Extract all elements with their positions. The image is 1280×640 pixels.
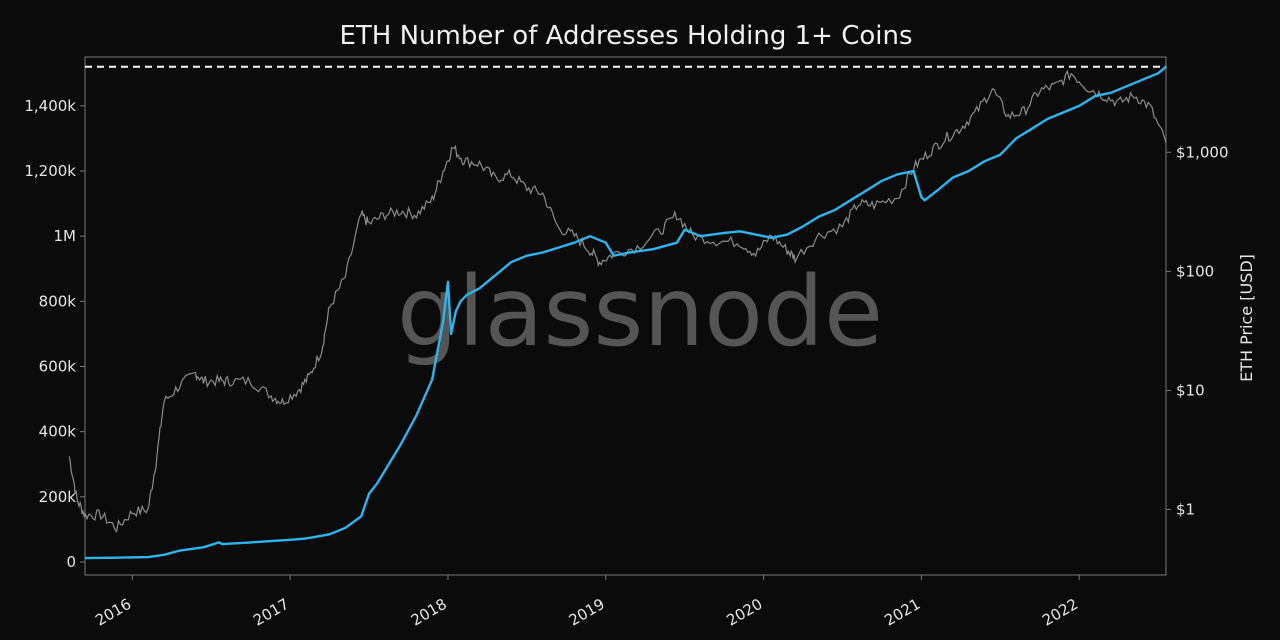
y2-tick-label: $1: [1176, 501, 1195, 519]
y-tick-label: 200k: [39, 488, 77, 506]
y-tick-label: 1,200k: [24, 162, 76, 180]
y2-axis-label: ETH Price [USD]: [1237, 254, 1256, 382]
y-axis-left: 0 200k 400k 600k 800k 1M 1,200k 1,400k: [24, 97, 85, 571]
y-tick-label: 1M: [54, 227, 77, 245]
series-addresses: [84, 65, 1167, 560]
chart-title: ETH Number of Addresses Holding 1+ Coins: [339, 21, 912, 51]
y-axis-right: $1 $10 $100 $1,000: [1166, 143, 1229, 519]
series-eth-price: [68, 69, 1167, 534]
y2-tick-label: $10: [1176, 381, 1205, 399]
y2-tick-label: $100: [1176, 262, 1214, 280]
y2-tick-label: $1,000: [1176, 143, 1229, 161]
plot-frame: [84, 56, 1167, 576]
y-tick-label: 1,400k: [24, 97, 76, 115]
y-tick-label: 400k: [39, 423, 77, 441]
y-tick-label: 800k: [39, 292, 77, 310]
y-tick-label: 600k: [39, 357, 77, 375]
watermark: glassnode: [397, 256, 883, 368]
y-tick-label: 0: [66, 553, 76, 571]
